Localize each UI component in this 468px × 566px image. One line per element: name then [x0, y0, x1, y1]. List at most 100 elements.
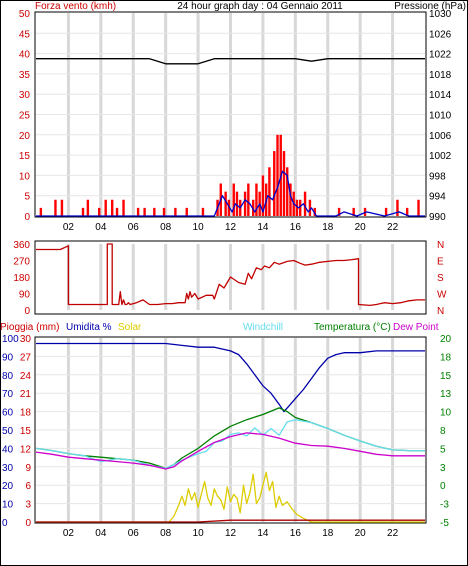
- gust-bar: [352, 207, 355, 216]
- gust-bar: [54, 199, 57, 216]
- gust-bar: [268, 167, 271, 216]
- legend-solar: Solar: [118, 322, 142, 333]
- rain-tick-label: 15: [20, 426, 32, 437]
- wind-tick-label: 10: [19, 171, 31, 182]
- gust-bar: [98, 207, 101, 216]
- gust-bar: [313, 207, 316, 216]
- humidity-temperature-plot-frame: [34, 336, 427, 524]
- wind-tick-label: 30: [19, 90, 31, 101]
- pressure-tick-label: 1014: [429, 90, 452, 101]
- direction-line: [36, 243, 425, 307]
- humidity-tick-label: 100: [2, 334, 19, 345]
- wind-tick-label: 35: [19, 70, 31, 81]
- humidity-tick-label: 50: [2, 426, 14, 437]
- wind-x-tick-label: 18: [322, 222, 334, 233]
- gust-bar: [405, 207, 409, 216]
- humidity-tick-label: 70: [2, 389, 14, 400]
- gust-bar: [255, 183, 258, 216]
- gust-bar: [81, 207, 85, 216]
- wind-pressure-plot-frame: [34, 11, 427, 218]
- direction-tick-label: 270: [13, 257, 30, 268]
- gust-bar: [110, 199, 114, 216]
- wind-tick-label: 45: [19, 29, 31, 40]
- rain-tick-label: 9: [25, 463, 31, 474]
- humidity-tick-label: 30: [2, 463, 14, 474]
- temp-x-tick-label: 18: [322, 528, 334, 539]
- humidity-tick-label: 20: [2, 481, 14, 492]
- windchill-line: [35, 419, 425, 469]
- rain-tick-label: 0: [25, 518, 31, 529]
- temp-x-tick-label: 04: [95, 528, 107, 539]
- grid-layer: [36, 13, 425, 522]
- temp-x-tick-label: 12: [225, 528, 237, 539]
- gust-bar: [224, 191, 227, 216]
- compass-tick-label: E: [437, 257, 444, 268]
- pressure-tick-label: 998: [429, 171, 446, 182]
- temp-x-tick-label: 22: [387, 528, 399, 539]
- gust-bar: [122, 199, 125, 216]
- wind-x-tick-label: 02: [63, 222, 75, 233]
- pressure-tick-label: 1010: [429, 111, 452, 122]
- direction-tick-label: 90: [19, 290, 31, 301]
- wind-x-tick-label: 14: [257, 222, 269, 233]
- temperature-tick-label: -5: [440, 518, 449, 529]
- wind-line: [36, 170, 425, 217]
- wind-tick-label: 50: [19, 9, 31, 20]
- wind-tick-label: 5: [24, 192, 30, 203]
- wind-x-tick-label: 16: [290, 222, 302, 233]
- pressure-tick-label: 994: [429, 192, 446, 203]
- gust-bar: [396, 199, 399, 216]
- pressure-tick-label: 1030: [429, 9, 452, 20]
- gust-bar: [232, 183, 235, 216]
- gust-bar: [153, 207, 156, 216]
- temp-x-tick-label: 16: [290, 528, 302, 539]
- compass-tick-label: S: [437, 273, 444, 284]
- gust-bar: [417, 199, 420, 216]
- tick-label-layer: 0510152025303540455099099499810021006101…: [2, 9, 452, 539]
- gust-bar: [308, 199, 312, 216]
- rain-line: [36, 519, 425, 523]
- temperature-tick-label: 0: [440, 481, 446, 492]
- pressure-axis-title: Pressione (hPa): [394, 1, 466, 12]
- wind-x-tick-label: 20: [355, 222, 367, 233]
- humidity-tick-label: 40: [2, 444, 14, 455]
- rain-tick-label: 18: [20, 408, 32, 419]
- gust-bar: [235, 191, 239, 216]
- gust-bar: [86, 199, 90, 216]
- compass-tick-label: N: [437, 306, 444, 317]
- gust-bar: [227, 199, 231, 216]
- temp-x-tick-label: 02: [63, 528, 75, 539]
- temp-x-tick-label: 10: [193, 528, 205, 539]
- temp-x-tick-label: 08: [160, 528, 172, 539]
- humidity-tick-label: 0: [2, 518, 8, 529]
- wind-x-tick-label: 06: [128, 222, 140, 233]
- wind-x-tick-label: 10: [193, 222, 205, 233]
- rain-tick-label: 3: [25, 500, 31, 511]
- direction-tick-label: 180: [13, 273, 30, 284]
- temperature-tick-label: 3: [440, 463, 446, 474]
- gust-bar: [143, 207, 146, 216]
- pressure-tick-label: 1002: [429, 151, 452, 162]
- humidity-tick-label: 60: [2, 408, 14, 419]
- rain-tick-label: 24: [20, 371, 32, 382]
- humidity-tick-label: 80: [2, 371, 14, 382]
- wind-tick-label: 40: [19, 50, 31, 61]
- gust-bar: [115, 207, 119, 216]
- humidity-tick-label: 10: [2, 500, 14, 511]
- rain-tick-label: 21: [20, 389, 32, 400]
- pressure-tick-label: 1018: [429, 70, 452, 81]
- gust-bar: [298, 199, 302, 216]
- direction-tick-label: 360: [13, 240, 30, 251]
- wind-tick-label: 25: [19, 111, 31, 122]
- wind-x-tick-label: 04: [95, 222, 107, 233]
- solar-line: [36, 471, 425, 523]
- legend-humidity: Umidita %: [66, 322, 112, 333]
- wind-tick-label: 0: [24, 212, 30, 223]
- gust-bar: [136, 207, 140, 216]
- temperature-tick-label: -3: [440, 500, 449, 511]
- pressure-tick-label: 1022: [429, 50, 452, 61]
- gust-bar: [295, 199, 299, 216]
- gust-bar: [261, 175, 265, 216]
- wind-x-tick-label: 22: [387, 222, 399, 233]
